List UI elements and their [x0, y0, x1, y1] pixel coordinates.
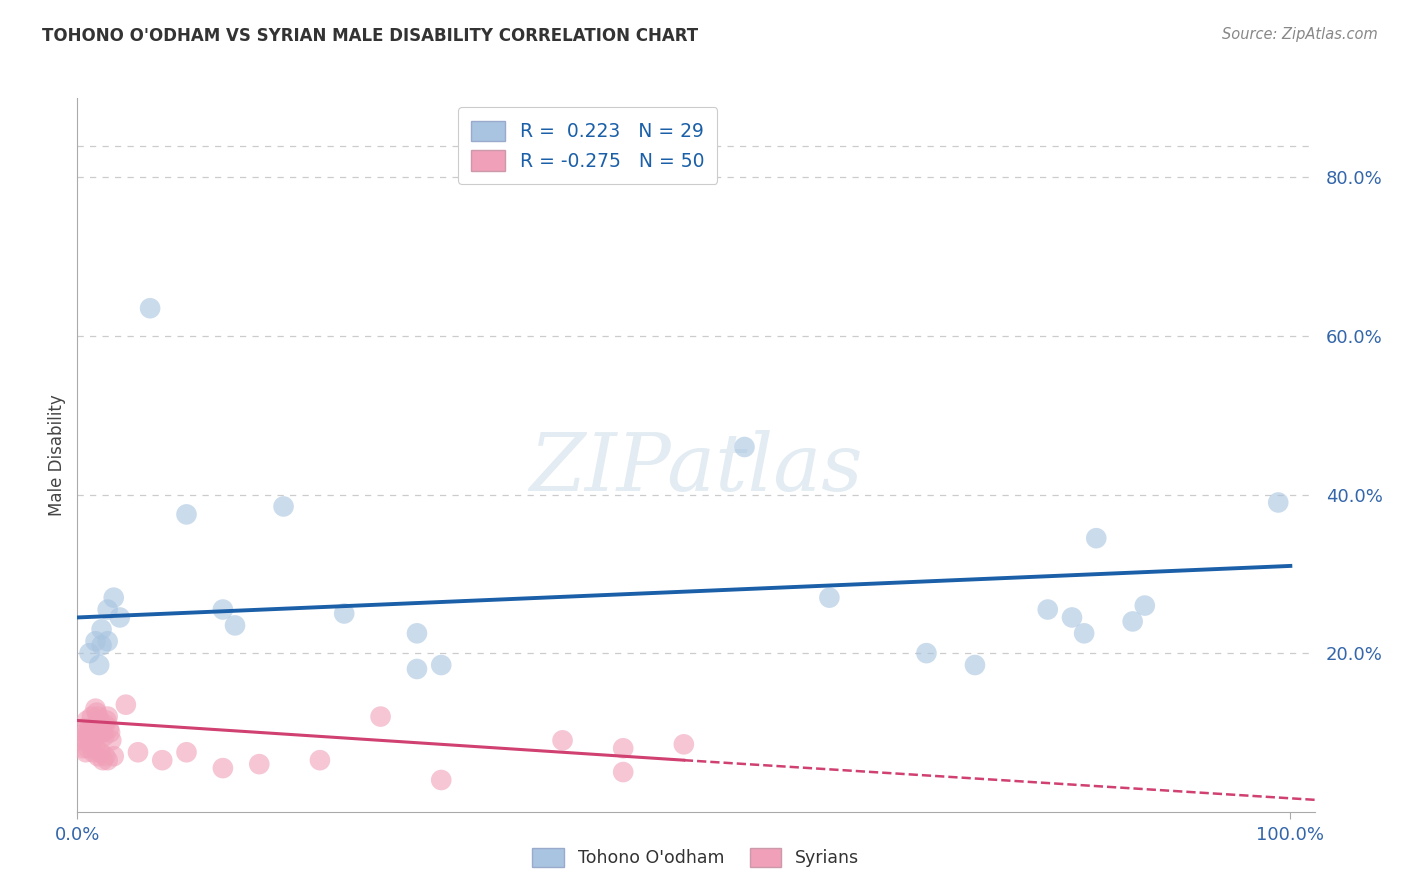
Point [212, 602, 235, 616]
Point [91, 725, 114, 739]
Point [150, 753, 173, 767]
Point [1267, 495, 1289, 509]
Point [97, 722, 120, 736]
Point [72, 741, 94, 756]
Point [127, 745, 149, 759]
Point [90, 623, 112, 637]
Point [73, 730, 96, 744]
Point [98, 725, 121, 739]
Point [90, 725, 112, 739]
Point [333, 607, 356, 621]
Point [370, 709, 392, 723]
Point [77, 741, 100, 756]
Point [70, 733, 93, 747]
Point [79, 722, 101, 736]
Point [406, 626, 429, 640]
Point [97, 602, 120, 616]
Point [83, 730, 105, 744]
Point [75, 745, 97, 759]
Point [90, 638, 112, 652]
Point [84, 634, 107, 648]
Point [672, 737, 695, 751]
Point [1133, 599, 1156, 613]
Point [612, 765, 634, 780]
Point [89, 658, 111, 673]
Point [97, 709, 120, 723]
Point [72, 722, 94, 736]
Point [82, 733, 104, 747]
Point [818, 591, 841, 605]
Legend: Tohono O'odham, Syrians: Tohono O'odham, Syrians [526, 841, 866, 874]
Point [96, 714, 118, 728]
Point [115, 698, 138, 712]
Point [87, 749, 110, 764]
Point [1073, 626, 1095, 640]
Point [89, 722, 111, 736]
Point [103, 749, 125, 764]
Point [176, 745, 198, 759]
Point [87, 709, 110, 723]
Point [93, 730, 115, 744]
Point [79, 725, 101, 739]
Point [247, 757, 270, 772]
Point [612, 741, 634, 756]
Point [176, 508, 198, 522]
Point [273, 500, 295, 514]
Point [108, 610, 131, 624]
Text: Source: ZipAtlas.com: Source: ZipAtlas.com [1222, 27, 1378, 42]
Point [94, 717, 117, 731]
Point [1122, 615, 1144, 629]
Point [79, 737, 101, 751]
Point [97, 634, 120, 648]
Point [94, 749, 117, 764]
Point [915, 646, 938, 660]
Point [224, 618, 246, 632]
Point [77, 730, 100, 744]
Text: ZIPatlas: ZIPatlas [529, 431, 863, 508]
Point [76, 714, 98, 728]
Point [79, 646, 101, 660]
Point [406, 662, 429, 676]
Point [75, 725, 97, 739]
Point [551, 733, 574, 747]
Text: TOHONO O'ODHAM VS SYRIAN MALE DISABILITY CORRELATION CHART: TOHONO O'ODHAM VS SYRIAN MALE DISABILITY… [42, 27, 699, 45]
Point [963, 658, 986, 673]
Point [1060, 610, 1083, 624]
Point [309, 753, 332, 767]
Point [84, 701, 107, 715]
Point [430, 658, 453, 673]
Point [1085, 531, 1108, 545]
Point [97, 753, 120, 767]
Point [103, 591, 125, 605]
Y-axis label: Male Disability: Male Disability [48, 394, 66, 516]
Point [80, 709, 103, 723]
Point [91, 753, 114, 767]
Point [430, 772, 453, 787]
Point [82, 745, 104, 759]
Point [139, 301, 162, 316]
Point [1036, 602, 1059, 616]
Point [100, 733, 122, 747]
Point [84, 741, 107, 756]
Point [86, 706, 108, 720]
Point [734, 440, 756, 454]
Point [212, 761, 235, 775]
Point [89, 714, 111, 728]
Point [89, 745, 111, 759]
